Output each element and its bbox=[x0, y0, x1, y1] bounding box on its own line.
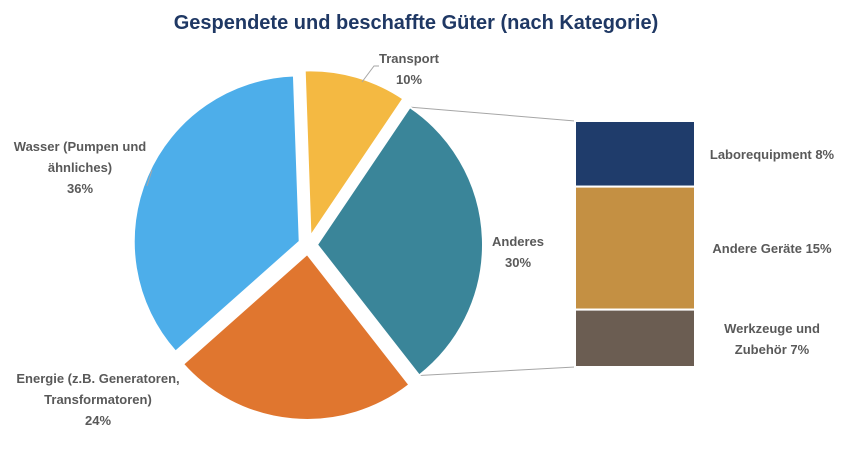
connector-line-top bbox=[409, 106, 576, 122]
breakdown-label-werkzeuge-und: Werkzeuge und Zubehör 7% bbox=[724, 321, 820, 357]
pie-slice-wasser-pumpen-und bbox=[132, 74, 301, 354]
pie-slice-transport bbox=[303, 69, 405, 240]
pie-slice-energie-z-b-generatoren bbox=[181, 252, 411, 421]
pie-slice-anderes bbox=[315, 105, 484, 377]
leader-line-wasser bbox=[146, 169, 153, 187]
breakdown-label-line: Zubehör 7% bbox=[735, 342, 810, 357]
data-label-wasser-pumpen-und: Wasser (Pumpen und ähnliches) 36% bbox=[14, 139, 146, 196]
breakdown-label-andere-gerate-15: Andere Geräte 15% bbox=[712, 241, 832, 256]
data-label-text: Transport bbox=[379, 51, 440, 66]
data-label-value: 36% bbox=[67, 181, 93, 196]
breakdown-connector-lines bbox=[409, 106, 576, 376]
breakdown-segment-werkzeuge-und bbox=[574, 308, 696, 369]
leader-line-transport bbox=[361, 65, 379, 83]
data-label-transport: Transport 10% bbox=[379, 51, 440, 87]
data-labels: Transport 10% Anderes 30% Energie (z.B. Gene… bbox=[14, 51, 544, 428]
data-label-anderes: Anderes 30% bbox=[492, 234, 544, 270]
breakdown-label-laborequipment-8: Laborequipment 8% bbox=[710, 147, 835, 162]
data-label-value: 10% bbox=[396, 72, 422, 87]
pie-slices bbox=[132, 65, 484, 421]
data-label-energie-z-b-generatoren: Energie (z.B. Generatoren, Transformatore… bbox=[16, 371, 179, 428]
breakdown-segment-laborequipment-8 bbox=[574, 120, 696, 188]
breakdown-segment-andere-gerate-15 bbox=[574, 185, 696, 311]
chart-title: Gespendete und beschaffte Güter (nach Ka… bbox=[174, 12, 659, 34]
connector-line-bottom bbox=[419, 366, 576, 376]
breakdown-label-line: Laborequipment 8% bbox=[710, 147, 835, 162]
breakdown-label-line: Werkzeuge und bbox=[724, 321, 820, 336]
breakdown-label-line: Andere Geräte 15% bbox=[712, 241, 832, 256]
data-label-text: Energie (z.B. Generatoren, bbox=[16, 371, 179, 386]
data-label-text: Transformatoren) bbox=[44, 392, 152, 407]
breakdown-bar: Laborequipment 8% Andere Geräte 15% Werkze… bbox=[574, 120, 835, 369]
data-label-text: ähnliches) bbox=[48, 160, 112, 175]
data-label-value: 24% bbox=[85, 413, 111, 428]
data-label-text: Anderes bbox=[492, 234, 544, 249]
data-label-text: Wasser (Pumpen und bbox=[14, 139, 146, 154]
data-label-value: 30% bbox=[505, 255, 531, 270]
